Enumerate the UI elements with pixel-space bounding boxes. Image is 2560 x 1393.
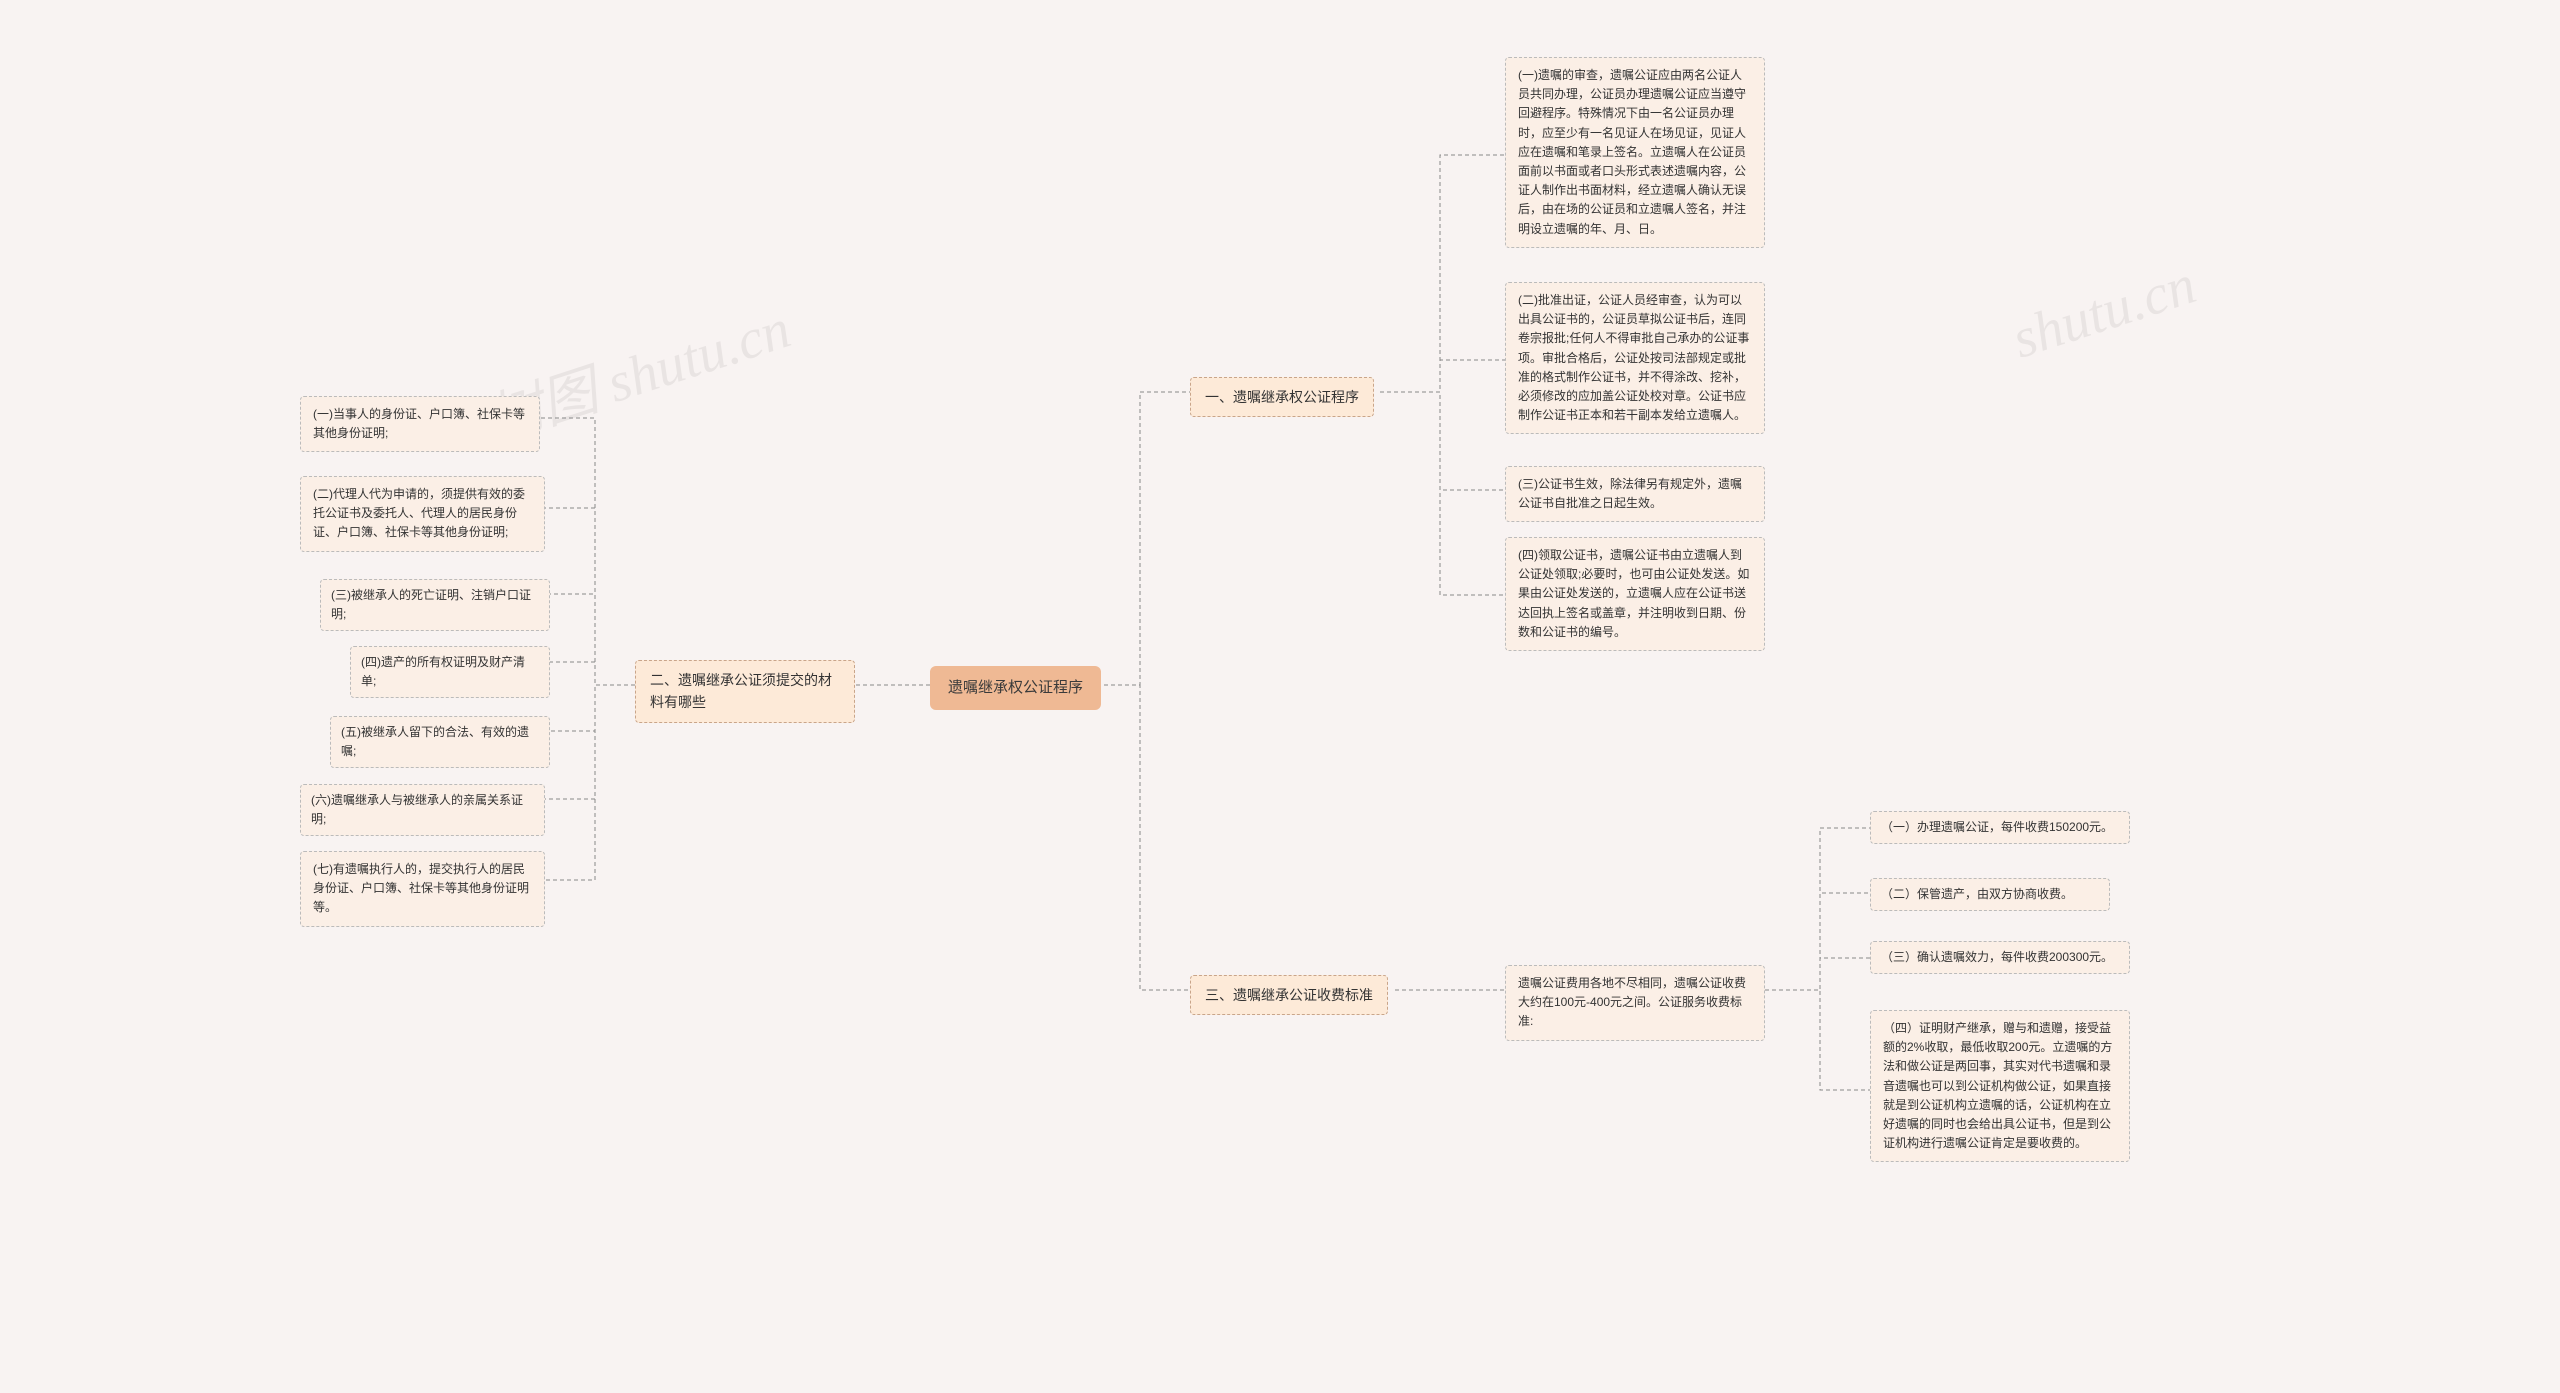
leaf-item: （四）证明财产继承，赠与和遗赠，接受益额的2%收取，最低收取200元。立遗嘱的方…	[1870, 1010, 2130, 1162]
leaf-item: (四)遗产的所有权证明及财产清单;	[350, 646, 550, 698]
root-node: 遗嘱继承权公证程序	[930, 666, 1101, 710]
leaf-item: (五)被继承人留下的合法、有效的遗嘱;	[330, 716, 550, 768]
branch-materials: 二、遗嘱继承公证须提交的材料有哪些	[635, 660, 855, 723]
leaf-item: (一)当事人的身份证、户口簿、社保卡等其他身份证明;	[300, 396, 540, 452]
leaf-item: (六)遗嘱继承人与被继承人的亲属关系证明;	[300, 784, 545, 836]
leaf-item: （二）保管遗产，由双方协商收费。	[1870, 878, 2110, 911]
leaf-item: (二)代理人代为申请的，须提供有效的委托公证书及委托人、代理人的居民身份证、户口…	[300, 476, 545, 552]
leaf-item: （一）办理遗嘱公证，每件收费150200元。	[1870, 811, 2130, 844]
branch-procedure: 一、遗嘱继承权公证程序	[1190, 377, 1374, 417]
leaf-item: （三）确认遗嘱效力，每件收费200300元。	[1870, 941, 2130, 974]
watermark: shutu.cn	[2005, 252, 2204, 371]
leaf-item: (三)公证书生效，除法律另有规定外，遗嘱公证书自批准之日起生效。	[1505, 466, 1765, 522]
branch-fees: 三、遗嘱继承公证收费标准	[1190, 975, 1388, 1015]
leaf-item: (七)有遗嘱执行人的，提交执行人的居民身份证、户口簿、社保卡等其他身份证明等。	[300, 851, 545, 927]
leaf-item: (一)遗嘱的审查，遗嘱公证应由两名公证人员共同办理，公证员办理遗嘱公证应当遵守回…	[1505, 57, 1765, 248]
leaf-item: (三)被继承人的死亡证明、注销户口证明;	[320, 579, 550, 631]
leaf-fee-intro: 遗嘱公证费用各地不尽相同，遗嘱公证收费大约在100元-400元之间。公证服务收费…	[1505, 965, 1765, 1041]
leaf-item: (四)领取公证书，遗嘱公证书由立遗嘱人到公证处领取;必要时，也可由公证处发送。如…	[1505, 537, 1765, 651]
leaf-item: (二)批准出证，公证人员经审查，认为可以出具公证书的，公证员草拟公证书后，连同卷…	[1505, 282, 1765, 434]
